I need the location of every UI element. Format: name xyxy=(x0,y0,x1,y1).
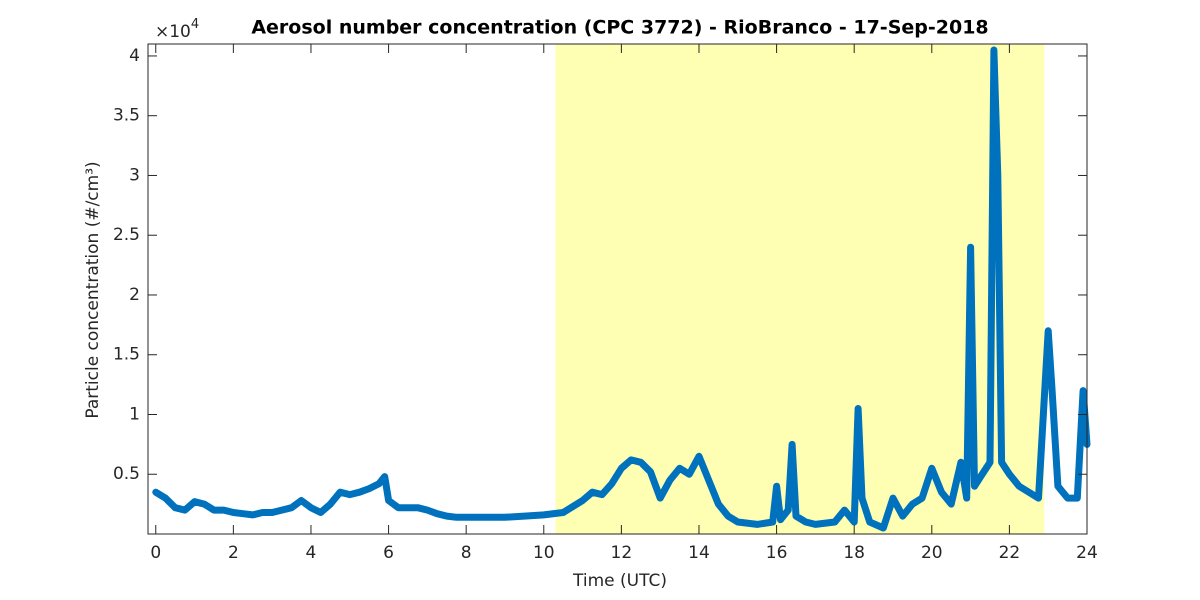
x-tick-label: 6 xyxy=(383,543,394,563)
multiplier-base: ×10 xyxy=(155,22,191,42)
chart-title: Aerosol number concentration (CPC 3772) … xyxy=(251,17,988,39)
x-axis-label: Time (UTC) xyxy=(572,571,667,591)
x-tick-label: 22 xyxy=(999,543,1021,563)
x-tick-label: 4 xyxy=(306,543,317,563)
y-tick-label: 4 xyxy=(129,46,140,66)
data-line xyxy=(152,46,1091,532)
y-tick-label: 3.5 xyxy=(113,106,140,126)
multiplier-exponent: 4 xyxy=(191,17,199,32)
axes-box xyxy=(147,43,1088,535)
x-tick-label: 24 xyxy=(1076,543,1098,563)
x-tick-label: 14 xyxy=(688,543,710,563)
y-tick-label: 0.5 xyxy=(113,464,140,484)
y-axis-label: Particle concentration (#/cm³) xyxy=(83,161,103,418)
x-tick-label: 18 xyxy=(843,543,865,563)
x-tick-label: 12 xyxy=(611,543,633,563)
y-tick-label: 2.5 xyxy=(113,225,140,245)
x-tick-label: 10 xyxy=(533,543,555,563)
y-tick-label: 1 xyxy=(129,404,140,424)
x-tick-label: 0 xyxy=(150,543,161,563)
shaded-period xyxy=(555,44,1045,534)
x-tick-label: 20 xyxy=(921,543,943,563)
y-tick-label: 3 xyxy=(129,165,140,185)
y-tick-label: 1.5 xyxy=(113,345,140,365)
y-multiplier: ×104 xyxy=(155,17,199,43)
x-tick-label: 8 xyxy=(461,543,472,563)
x-tick-label: 2 xyxy=(228,543,239,563)
y-tick-label: 2 xyxy=(129,285,140,305)
x-tick-label: 16 xyxy=(766,543,788,563)
